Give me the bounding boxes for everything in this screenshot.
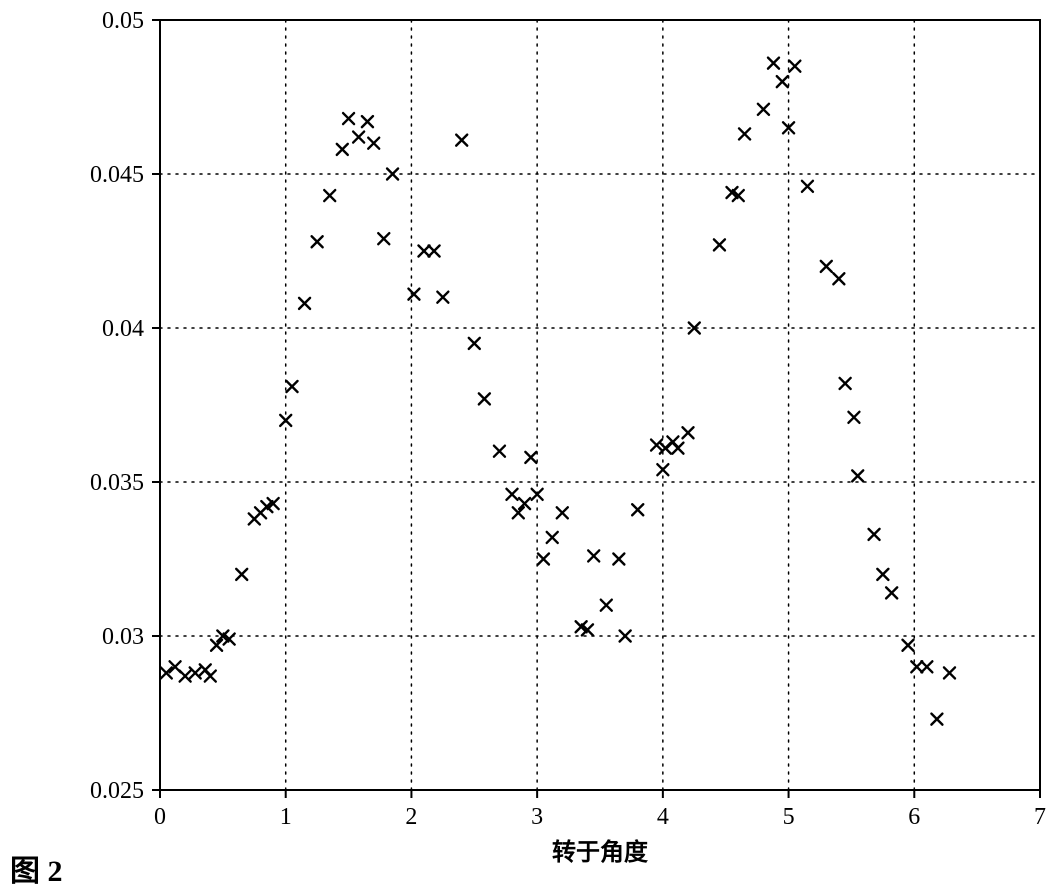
x-axis-label: 转于角度 [552, 838, 649, 866]
x-tick-label: 2 [405, 804, 417, 830]
y-tick-label: 0.05 [102, 8, 144, 34]
x-tick-label: 6 [908, 804, 920, 830]
y-tick-label: 0.03 [102, 624, 144, 650]
figure-label: 图 2 [10, 855, 63, 888]
x-tick-label: 7 [1034, 804, 1046, 830]
x-tick-label: 0 [154, 804, 166, 830]
x-tick-label: 3 [531, 804, 543, 830]
chart-container: 0 1 2 3 4 5 6 7 0.025 0.03 0.035 0.04 0.045 0.05 转于角度图… [0, 0, 1061, 889]
scatter-chart: 0 1 2 3 4 5 6 7 0.025 0.03 0.035 0.04 0.045 0.05 转于角度图… [0, 0, 1061, 889]
x-tick-label: 4 [657, 804, 669, 830]
y-tick-label: 0.025 [90, 778, 144, 804]
x-tick-label: 5 [783, 804, 795, 830]
y-tick-label: 0.045 [90, 162, 144, 188]
y-tick-label: 0.035 [90, 470, 144, 496]
x-tick-label: 1 [280, 804, 292, 830]
y-tick-label: 0.04 [102, 316, 144, 342]
